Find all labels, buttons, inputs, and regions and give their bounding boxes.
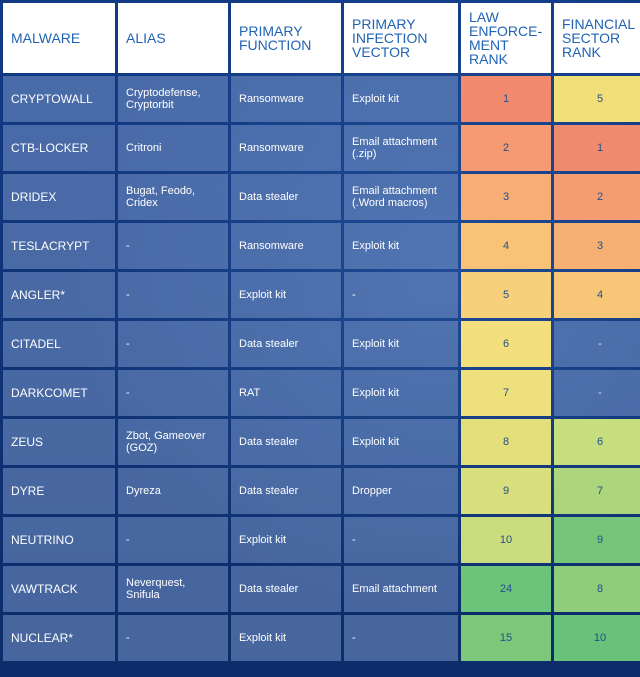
function-cell: Exploit kit (231, 272, 341, 318)
vector-cell: Exploit kit (344, 370, 458, 416)
alias-cell: - (118, 370, 228, 416)
table-row: ANGLER* - Exploit kit -5 4 (3, 272, 640, 318)
table-row: CITADEL - Data stealer Exploit kit 6- (3, 321, 640, 367)
vector-cell: Email attachment (344, 566, 458, 612)
malware-cell: DRIDEX (3, 174, 115, 220)
malware-cell: NUCLEAR* (3, 615, 115, 661)
vector-cell: - (344, 272, 458, 318)
fin-rank-cell: 2 (554, 174, 640, 220)
alias-cell: Bugat, Feodo, Cridex (118, 174, 228, 220)
alias-cell: Critroni (118, 125, 228, 171)
function-cell: Ransomware (231, 76, 341, 122)
malware-cell: CTB-LOCKER (3, 125, 115, 171)
table-row: TESLACRYPT - Ransomware Exploit kit 4 3 (3, 223, 640, 269)
vector-cell: - (344, 517, 458, 563)
malware-cell: CRYPTOWALL (3, 76, 115, 122)
header-financial-sector-rank: FINANCIAL SECTOR RANK (554, 3, 640, 73)
law-rank-cell: 15 (461, 615, 551, 661)
header-alias: ALIAS (118, 3, 228, 73)
vector-cell: Email attachment (.Word macros) (344, 174, 458, 220)
fin-rank-cell: 9 (554, 517, 640, 563)
alias-cell: - (118, 223, 228, 269)
function-cell: Exploit kit (231, 517, 341, 563)
law-rank-cell: 24 (461, 566, 551, 612)
header-law-enforcement-rank: LAW ENFORCE-MENT RANK (461, 3, 551, 73)
header-row: MALWARE ALIAS PRIMARY FUNCTION PRIMARY I… (3, 3, 640, 73)
vector-cell: Exploit kit (344, 321, 458, 367)
fin-rank-cell: 10 (554, 615, 640, 661)
fin-rank-cell: - (554, 370, 640, 416)
law-rank-cell: 9 (461, 468, 551, 514)
alias-cell: Zbot, Gameover (GOZ) (118, 419, 228, 465)
law-rank-cell: 5 (461, 272, 551, 318)
law-rank-cell: 7 (461, 370, 551, 416)
function-cell: Data stealer (231, 321, 341, 367)
table-row: NUCLEAR* - Exploit kit -15 10 (3, 615, 640, 661)
fin-rank-cell: 6 (554, 419, 640, 465)
header-primary-function: PRIMARY FUNCTION (231, 3, 341, 73)
table-row: ZEUS Zbot, Gameover (GOZ) Data stealer Expl… (3, 419, 640, 465)
fin-rank-cell: 3 (554, 223, 640, 269)
table-row: NEUTRINO - Exploit kit -10 9 (3, 517, 640, 563)
alias-cell: - (118, 615, 228, 661)
law-rank-cell: 4 (461, 223, 551, 269)
table-row: DARKCOMET - RAT Exploit kit 7- (3, 370, 640, 416)
law-rank-cell: 3 (461, 174, 551, 220)
law-rank-cell: 2 (461, 125, 551, 171)
malware-cell: DYRE (3, 468, 115, 514)
function-cell: Exploit kit (231, 615, 341, 661)
law-rank-cell: 8 (461, 419, 551, 465)
fin-rank-cell: 5 (554, 76, 640, 122)
table-row: CRYPTOWALL Cryptodefense, Cryptorbit Ranso… (3, 76, 640, 122)
function-cell: Data stealer (231, 566, 341, 612)
fin-rank-cell: - (554, 321, 640, 367)
table-row: DYRE Dyreza Data stealer Dropper 9 7 (3, 468, 640, 514)
malware-cell: CITADEL (3, 321, 115, 367)
malware-cell: ANGLER* (3, 272, 115, 318)
header-malware: MALWARE (3, 3, 115, 73)
function-cell: Ransomware (231, 125, 341, 171)
function-cell: Ransomware (231, 223, 341, 269)
table-row: DRIDEX Bugat, Feodo, Cridex Data stealer Em… (3, 174, 640, 220)
malware-cell: ZEUS (3, 419, 115, 465)
table-row: VAWTRACK Neverquest, Snifula Data stealer E… (3, 566, 640, 612)
malware-cell: VAWTRACK (3, 566, 115, 612)
fin-rank-cell: 1 (554, 125, 640, 171)
function-cell: Data stealer (231, 419, 341, 465)
table-row: CTB-LOCKER Critroni Ransomware Email attach… (3, 125, 640, 171)
alias-cell: - (118, 272, 228, 318)
header-infection-vector: PRIMARY INFECTION VECTOR (344, 3, 458, 73)
alias-cell: Cryptodefense, Cryptorbit (118, 76, 228, 122)
vector-cell: Dropper (344, 468, 458, 514)
vector-cell: Email attachment (.zip) (344, 125, 458, 171)
law-rank-cell: 1 (461, 76, 551, 122)
alias-cell: - (118, 517, 228, 563)
function-cell: Data stealer (231, 468, 341, 514)
alias-cell: Dyreza (118, 468, 228, 514)
vector-cell: Exploit kit (344, 419, 458, 465)
vector-cell: Exploit kit (344, 76, 458, 122)
law-rank-cell: 10 (461, 517, 551, 563)
fin-rank-cell: 7 (554, 468, 640, 514)
function-cell: Data stealer (231, 174, 341, 220)
malware-cell: TESLACRYPT (3, 223, 115, 269)
alias-cell: Neverquest, Snifula (118, 566, 228, 612)
vector-cell: - (344, 615, 458, 661)
alias-cell: - (118, 321, 228, 367)
vector-cell: Exploit kit (344, 223, 458, 269)
law-rank-cell: 6 (461, 321, 551, 367)
fin-rank-cell: 4 (554, 272, 640, 318)
function-cell: RAT (231, 370, 341, 416)
malware-cell: DARKCOMET (3, 370, 115, 416)
fin-rank-cell: 8 (554, 566, 640, 612)
malware-cell: NEUTRINO (3, 517, 115, 563)
